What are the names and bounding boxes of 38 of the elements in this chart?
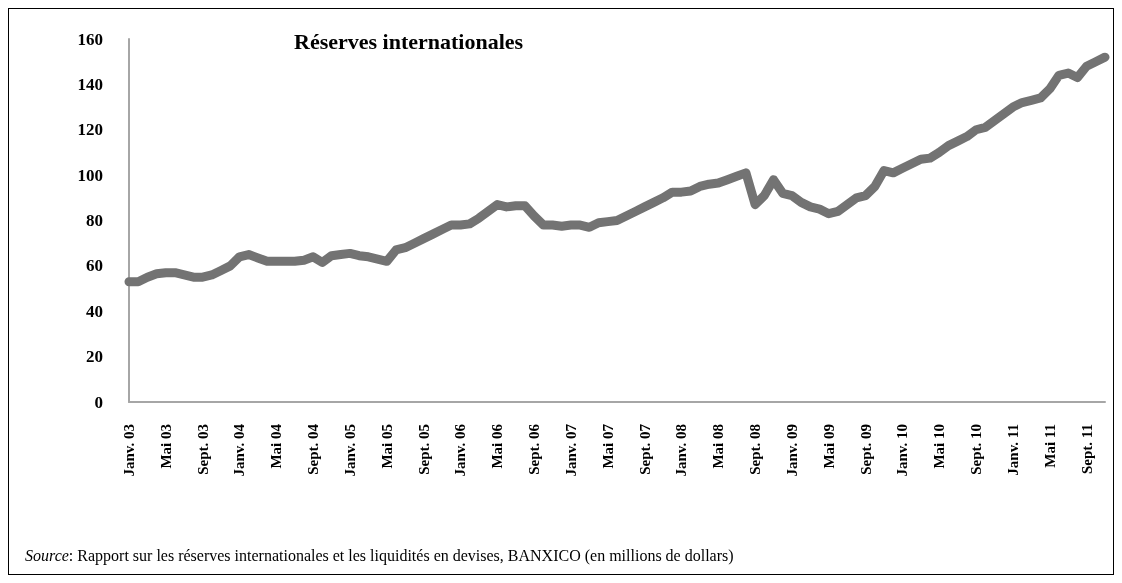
x-tick-label: Sept. 03	[194, 424, 211, 475]
x-tick-label: Sept. 05	[415, 424, 432, 475]
x-tick-label: Sept. 06	[526, 423, 543, 475]
x-tick-label: Mai 08	[710, 424, 727, 469]
source-note: Source: Rapport sur les réserves internationales et les liquidités en devises, BANXICO (en millions de dollars)	[25, 546, 734, 565]
x-tick-label: Mai 04	[268, 423, 285, 469]
y-tick-label: 160	[77, 29, 103, 49]
x-tick-label: Janv. 05	[341, 424, 358, 477]
y-tick-label: 100	[77, 165, 103, 185]
x-tick-label: Mai 07	[599, 423, 616, 469]
x-tick-label: Janv. 04	[231, 423, 248, 477]
y-tick-label: 80	[86, 211, 103, 230]
x-tick-label: Janv. 08	[673, 424, 690, 477]
chart-title: Réserves internationales	[294, 28, 524, 54]
x-tick-label: Janv. 07	[562, 423, 579, 477]
x-tick-label: Sept. 11	[1078, 424, 1095, 475]
x-tick-label: Sept. 10	[968, 424, 985, 475]
x-tick-label: Sept. 09	[857, 424, 874, 475]
y-tick-label: 60	[86, 256, 103, 276]
x-tick-label: Sept. 07	[636, 423, 653, 475]
x-tick-label: Mai 10	[931, 424, 948, 469]
x-tick-label: Sept. 08	[747, 424, 764, 475]
x-tick-label: Mai 11	[1041, 424, 1058, 468]
y-tick-label: 20	[86, 347, 103, 367]
x-tick-label: Janv. 09	[783, 424, 800, 477]
x-tick-label: Mai 06	[489, 423, 506, 469]
y-tick-label: 40	[86, 301, 103, 321]
y-tick-label: 0	[94, 392, 103, 412]
x-tick-label: Janv. 10	[894, 424, 911, 477]
y-tick-label: 120	[77, 120, 103, 140]
x-tick-label: Mai 03	[157, 424, 174, 469]
x-tick-label: Janv. 03	[121, 424, 137, 477]
x-tick-label: Mai 09	[820, 424, 837, 469]
y-tick-label: 140	[77, 74, 103, 94]
x-tick-label: Mai 05	[378, 424, 395, 469]
x-tick-label: Sept. 04	[305, 423, 322, 475]
x-tick-label: Janv. 06	[452, 423, 469, 477]
x-tick-label: Janv. 11	[1004, 424, 1021, 476]
